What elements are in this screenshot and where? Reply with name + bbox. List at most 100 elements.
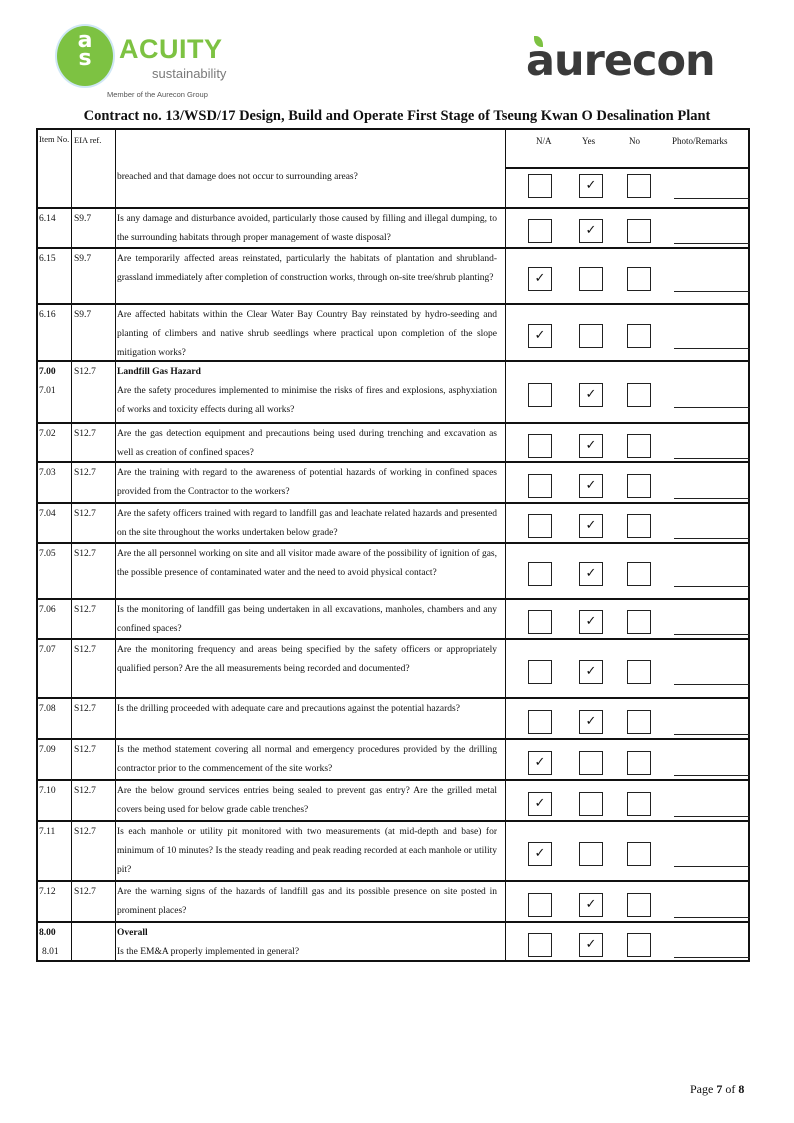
checkbox-no[interactable] [627, 562, 651, 586]
checkbox-no[interactable] [627, 219, 651, 243]
checkbox-yes[interactable]: ✓ [579, 474, 603, 498]
remarks-field[interactable] [674, 917, 750, 918]
checkbox-no[interactable] [627, 267, 651, 291]
remarks-field[interactable] [674, 586, 750, 587]
item-number: 8.01 [42, 947, 59, 957]
answer-cell: ✓ [506, 362, 748, 422]
remarks-field[interactable] [674, 957, 750, 958]
answer-cell: ✓ [506, 249, 748, 303]
checkbox-na[interactable]: ✓ [528, 267, 552, 291]
remarks-field[interactable] [674, 243, 750, 244]
checkbox-no[interactable] [627, 893, 651, 917]
question-text: breached and that damage does not occur … [117, 172, 358, 182]
checkbox-na[interactable] [528, 933, 552, 957]
eia-cell: S12.7 [71, 822, 115, 880]
checklist-table: Item No. EIA ref. breached and that damage… [36, 128, 750, 962]
remarks-field[interactable] [674, 816, 750, 817]
eia-cell: S12.7 [71, 640, 115, 697]
checkbox-no[interactable] [627, 933, 651, 957]
checkbox-yes[interactable]: ✓ [579, 933, 603, 957]
question-text: Are the below ground services entries be… [117, 786, 497, 815]
eia-ref: S12.7 [74, 468, 96, 478]
remarks-field[interactable] [674, 198, 750, 199]
check-icon: ✓ [585, 566, 597, 581]
checkbox-yes[interactable] [579, 324, 603, 348]
remarks-field[interactable] [674, 775, 750, 776]
checkbox-na[interactable] [528, 610, 552, 634]
remarks-field[interactable] [674, 407, 750, 408]
checkbox-na[interactable]: ✓ [528, 792, 552, 816]
remarks-field[interactable] [674, 458, 750, 459]
item-number: 7.02 [39, 429, 56, 439]
question-text: Are the monitoring frequency and areas b… [117, 645, 497, 674]
checkbox-no[interactable] [627, 174, 651, 198]
checkbox-yes[interactable]: ✓ [579, 219, 603, 243]
checkbox-na[interactable]: ✓ [528, 324, 552, 348]
remarks-field[interactable] [674, 634, 750, 635]
answer-cell: ✓ [506, 600, 748, 638]
remarks-field[interactable] [674, 734, 750, 735]
checkbox-yes[interactable]: ✓ [579, 562, 603, 586]
checkbox-no[interactable] [627, 434, 651, 458]
checkbox-yes[interactable]: ✓ [579, 893, 603, 917]
checkbox-no[interactable] [627, 610, 651, 634]
checkbox-na[interactable] [528, 562, 552, 586]
checkbox-na[interactable] [528, 660, 552, 684]
checkbox-yes[interactable] [579, 842, 603, 866]
eia-cell: S12.7 [71, 699, 115, 738]
checkbox-na[interactable]: ✓ [528, 751, 552, 775]
remarks-field[interactable] [674, 498, 750, 499]
item-number: 7.09 [39, 745, 56, 755]
checkbox-na[interactable] [528, 383, 552, 407]
checkbox-yes[interactable]: ✓ [579, 514, 603, 538]
checkbox-yes[interactable] [579, 267, 603, 291]
remarks-field[interactable] [674, 538, 750, 539]
description-cell: Are the training with regard to the awar… [115, 463, 506, 502]
answer-cell: ✓ [506, 424, 748, 461]
remarks-field[interactable] [674, 348, 750, 349]
checkbox-no[interactable] [627, 324, 651, 348]
checkbox-yes[interactable]: ✓ [579, 710, 603, 734]
checkbox-yes[interactable]: ✓ [579, 434, 603, 458]
remarks-field[interactable] [674, 684, 750, 685]
page-current: 7 [716, 1082, 723, 1096]
remarks-field[interactable] [674, 291, 750, 292]
table-row: 7.12 S12.7 Are the warning signs of the ha… [38, 880, 750, 921]
checkbox-na[interactable] [528, 710, 552, 734]
checkbox-no[interactable] [627, 842, 651, 866]
checkbox-na[interactable]: ✓ [528, 842, 552, 866]
checkbox-yes[interactable]: ✓ [579, 174, 603, 198]
checkbox-no[interactable] [627, 710, 651, 734]
checkbox-no[interactable] [627, 383, 651, 407]
checkbox-na[interactable] [528, 474, 552, 498]
checkbox-no[interactable] [627, 751, 651, 775]
table-row: 7.11 S12.7 Is each manhole or utility pit … [38, 820, 750, 880]
col-header-item: Item No. [39, 134, 70, 144]
checkbox-na[interactable] [528, 893, 552, 917]
check-icon: ✓ [585, 664, 597, 679]
checkbox-na[interactable] [528, 219, 552, 243]
item-cell: 7.00 7.01 [38, 362, 71, 422]
checkbox-na[interactable] [528, 434, 552, 458]
item-cell: 7.08 [38, 699, 71, 738]
checkbox-na[interactable] [528, 174, 552, 198]
table-row: Item No. EIA ref. breached and that damage… [38, 130, 750, 207]
checkbox-no[interactable] [627, 514, 651, 538]
checkbox-no[interactable] [627, 474, 651, 498]
checkbox-yes[interactable]: ✓ [579, 610, 603, 634]
checkbox-yes[interactable] [579, 792, 603, 816]
eia-ref: S12.7 [74, 429, 96, 439]
checkbox-no[interactable] [627, 792, 651, 816]
description-cell: Is each manhole or utility pit monitored… [115, 822, 506, 880]
item-cell: 7.06 [38, 600, 71, 638]
eia-cell: S12.7 [71, 362, 115, 422]
checkbox-na[interactable] [528, 514, 552, 538]
checkbox-no[interactable] [627, 660, 651, 684]
remarks-field[interactable] [674, 866, 750, 867]
check-icon: ✓ [585, 897, 597, 912]
checkbox-yes[interactable]: ✓ [579, 383, 603, 407]
eia-cell: S12.7 [71, 463, 115, 502]
checkbox-yes[interactable]: ✓ [579, 660, 603, 684]
description-cell: Are the gas detection equipment and prec… [115, 424, 506, 461]
checkbox-yes[interactable] [579, 751, 603, 775]
